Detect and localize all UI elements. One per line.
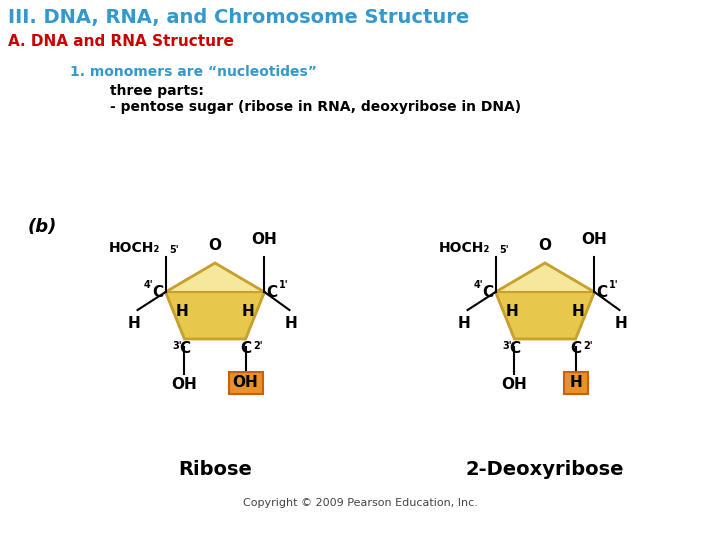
- FancyBboxPatch shape: [228, 372, 263, 394]
- Text: OH: OH: [582, 232, 608, 247]
- Text: 5': 5': [169, 245, 179, 255]
- Text: H: H: [505, 304, 518, 319]
- Text: 3': 3': [503, 341, 513, 351]
- Text: O: O: [209, 238, 222, 253]
- Text: H: H: [615, 316, 628, 331]
- Text: three parts:: three parts:: [110, 84, 204, 98]
- Text: HOCH₂: HOCH₂: [109, 241, 161, 255]
- Text: H: H: [457, 316, 470, 331]
- Text: H: H: [175, 304, 188, 319]
- Text: Ribose: Ribose: [178, 460, 252, 479]
- Text: O: O: [539, 238, 552, 253]
- Text: 2': 2': [584, 341, 593, 351]
- Text: - pentose sugar (ribose in RNA, deoxyribose in DNA): - pentose sugar (ribose in RNA, deoxyrib…: [110, 100, 521, 114]
- Text: OH: OH: [251, 232, 277, 247]
- Text: 2': 2': [253, 341, 264, 351]
- Polygon shape: [495, 263, 595, 292]
- Text: 1': 1': [279, 280, 288, 290]
- Text: H: H: [570, 375, 582, 390]
- Polygon shape: [166, 292, 264, 339]
- Text: H: H: [242, 304, 255, 319]
- Text: HOCH₂: HOCH₂: [439, 241, 490, 255]
- Text: C: C: [596, 285, 608, 300]
- Text: (b): (b): [28, 218, 58, 236]
- Polygon shape: [166, 263, 264, 292]
- Text: H: H: [572, 304, 585, 319]
- Text: H: H: [127, 316, 140, 331]
- Text: 4': 4': [144, 280, 153, 290]
- Text: A. DNA and RNA Structure: A. DNA and RNA Structure: [8, 34, 234, 49]
- Text: C: C: [482, 285, 493, 300]
- Text: C: C: [509, 341, 520, 356]
- Text: 2-Deoxyribose: 2-Deoxyribose: [466, 460, 624, 479]
- Polygon shape: [495, 292, 595, 339]
- Text: H: H: [285, 316, 298, 331]
- Text: C: C: [153, 285, 163, 300]
- Text: C: C: [266, 285, 278, 300]
- Text: 1': 1': [608, 280, 618, 290]
- Text: C: C: [240, 341, 251, 356]
- Text: OH: OH: [171, 377, 197, 392]
- FancyBboxPatch shape: [564, 372, 588, 394]
- Text: OH: OH: [502, 377, 527, 392]
- Text: 1. monomers are “nucleotides”: 1. monomers are “nucleotides”: [70, 65, 317, 79]
- Text: C: C: [179, 341, 190, 356]
- Text: 5': 5': [500, 245, 509, 255]
- Text: 3': 3': [173, 341, 182, 351]
- Text: Copyright © 2009 Pearson Education, Inc.: Copyright © 2009 Pearson Education, Inc.: [243, 498, 477, 508]
- Text: C: C: [570, 341, 581, 356]
- Text: III. DNA, RNA, and Chromosome Structure: III. DNA, RNA, and Chromosome Structure: [8, 8, 469, 27]
- Text: 4': 4': [474, 280, 484, 290]
- Text: OH: OH: [233, 375, 258, 390]
